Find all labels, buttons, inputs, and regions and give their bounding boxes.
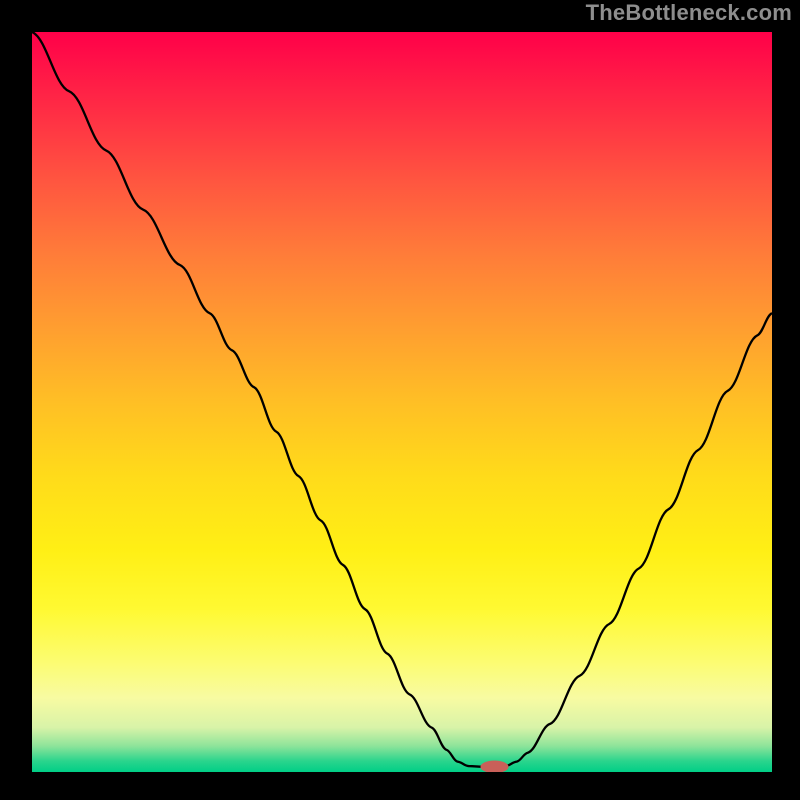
watermark: TheBottleneck.com bbox=[586, 0, 792, 26]
plot-svg bbox=[32, 32, 772, 772]
plot-area bbox=[32, 32, 772, 772]
gradient-background bbox=[32, 32, 772, 772]
chart-container: TheBottleneck.com bbox=[0, 0, 800, 800]
